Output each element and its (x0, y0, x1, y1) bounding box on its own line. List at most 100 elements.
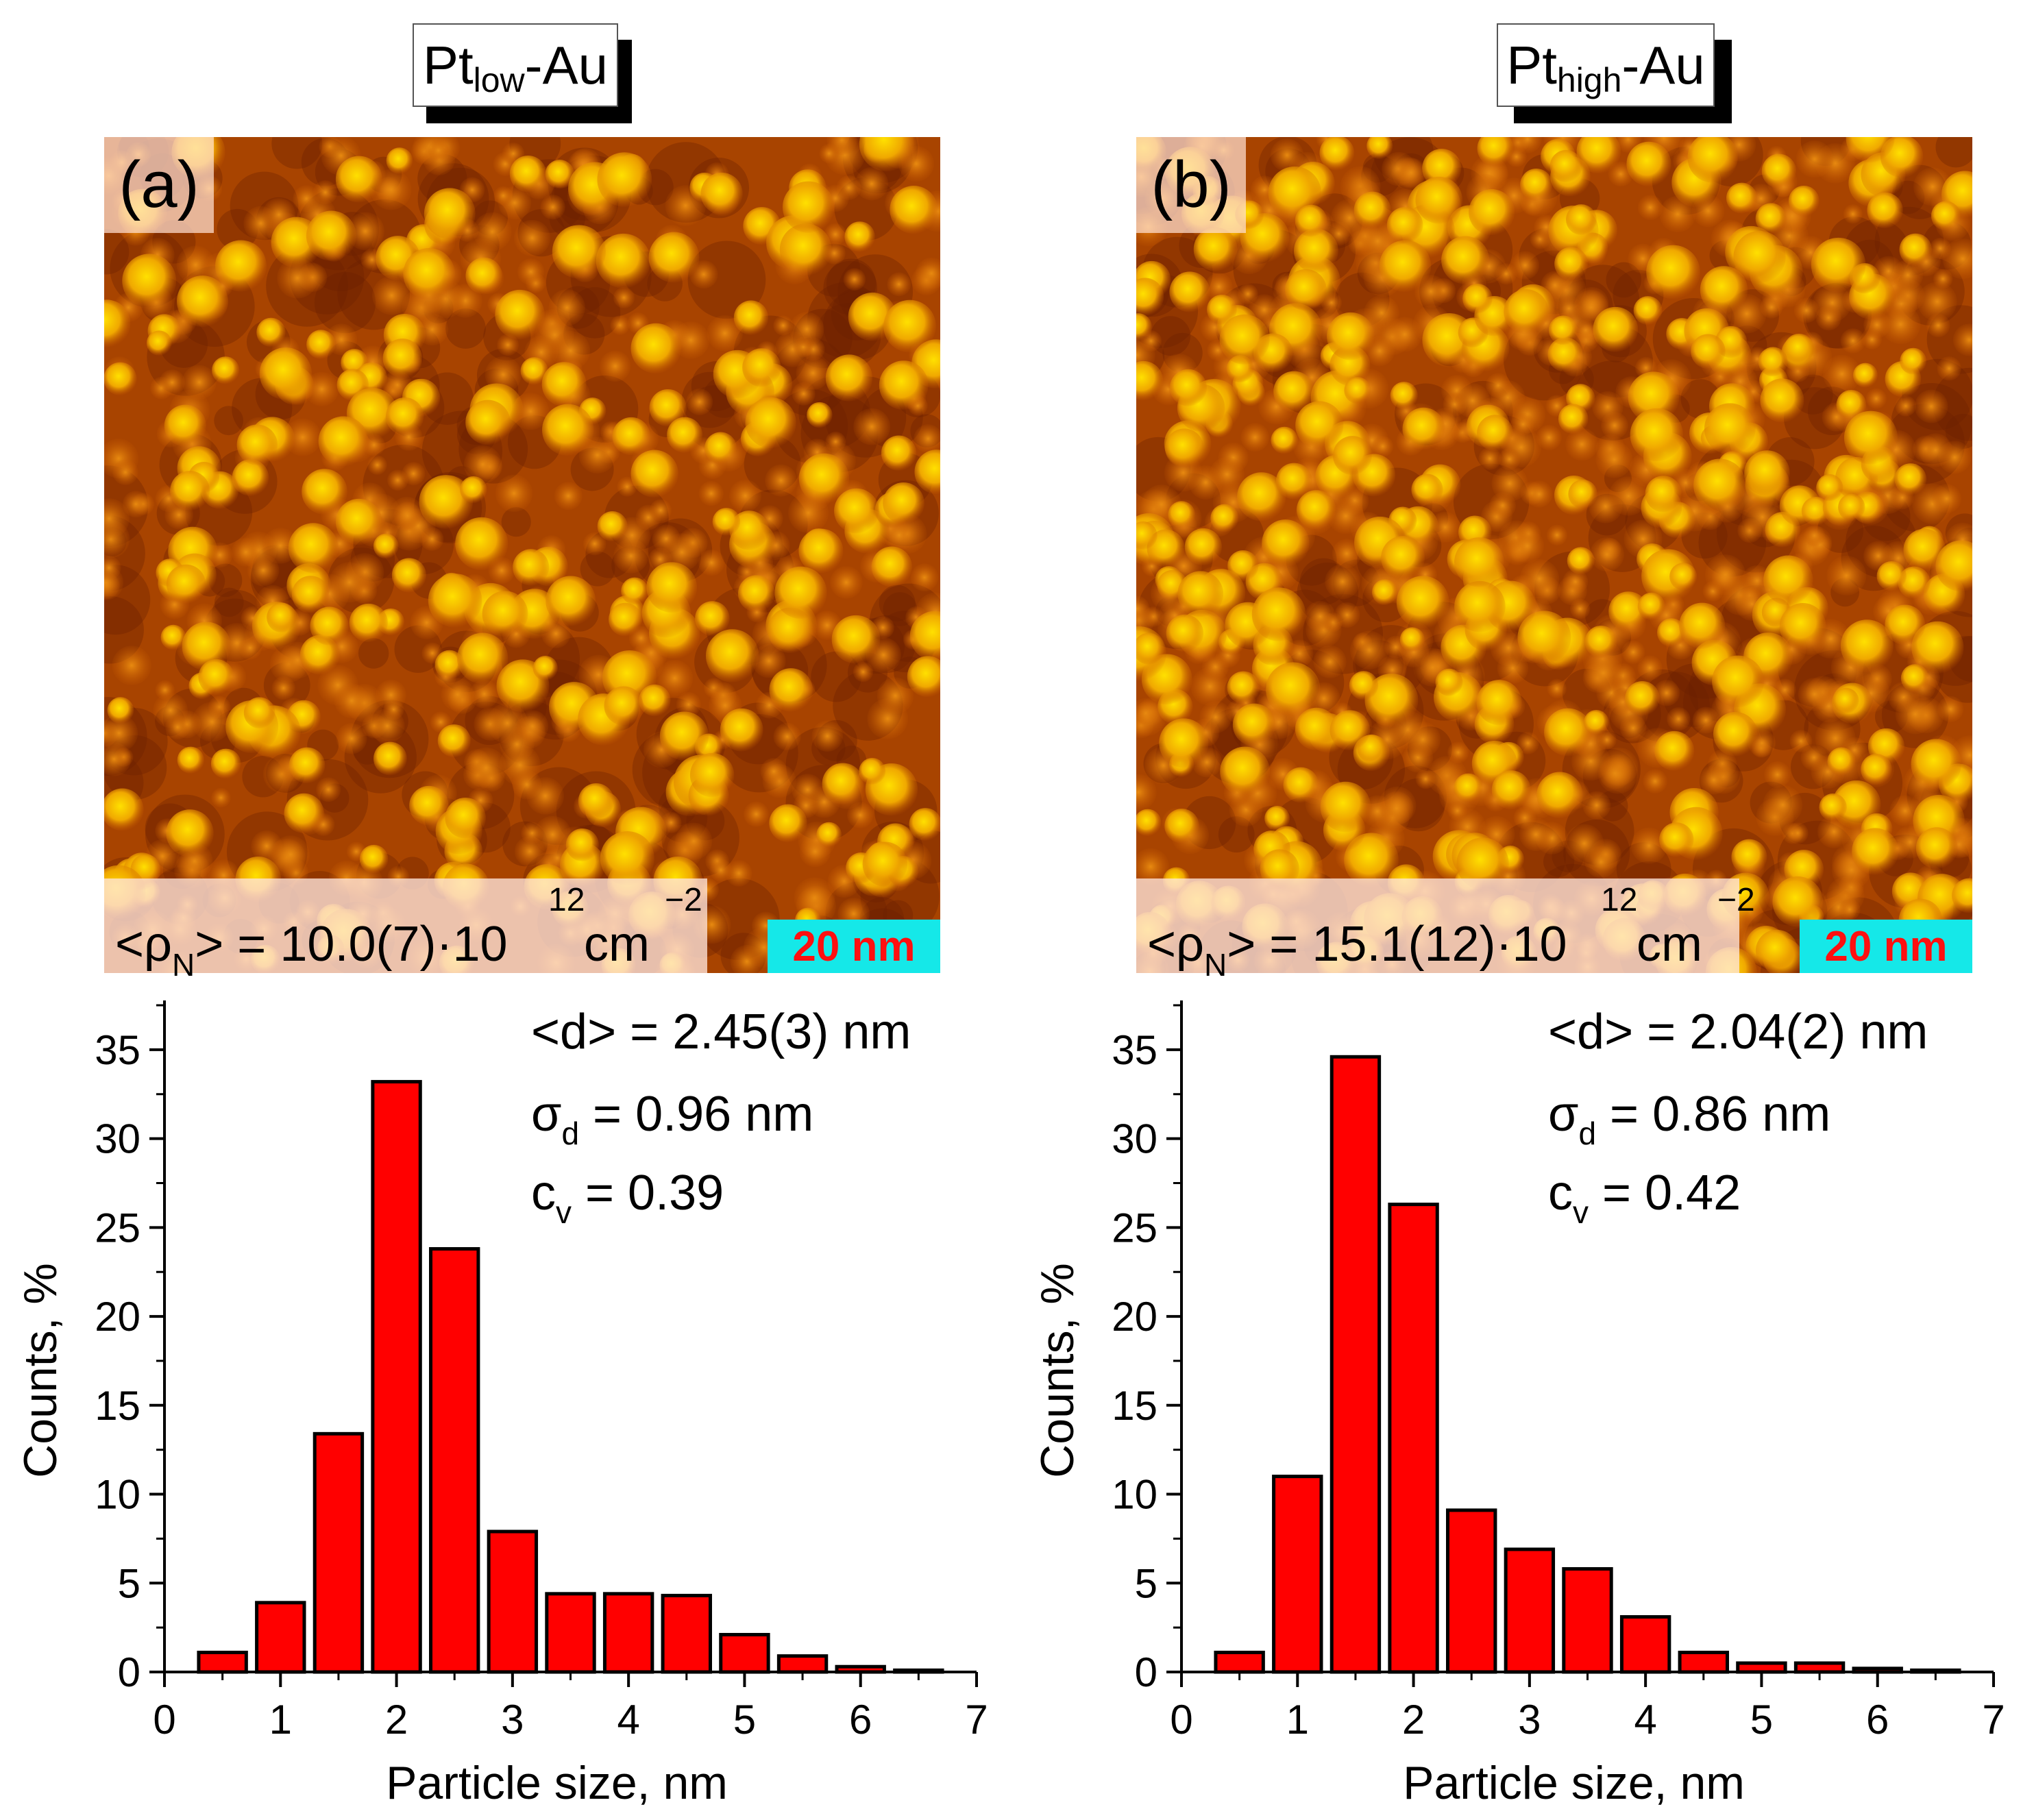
afm-small-particle (1491, 465, 1528, 502)
afm-small-particle (709, 859, 733, 882)
afm-small-particle (1372, 435, 1394, 457)
afm-small-particle (610, 315, 630, 335)
afm-small-particle (847, 802, 874, 828)
afm-small-particle (1565, 824, 1604, 863)
title-main: Pt (1506, 35, 1557, 95)
afm-particle (890, 186, 938, 234)
afm-particle (1454, 773, 1483, 803)
afm-particle (816, 822, 842, 848)
afm-particle (335, 498, 382, 545)
histogram-svg: 0 1 2 3 4 5 6 7 0 5 10 15 20 25 30 35 Particle size, nm C… (1031, 1000, 2005, 1809)
afm-small-particle (1498, 448, 1521, 471)
afm-particle (1454, 580, 1506, 632)
afm-particle (1344, 377, 1371, 404)
afm-particle (1852, 828, 1899, 875)
afm-small-particle (1556, 295, 1582, 322)
afm-topography (1136, 137, 1972, 973)
y-tick-label: 20 (1112, 1294, 1157, 1340)
afm-small-particle (789, 312, 824, 347)
sigma-symbol: σ (531, 1087, 561, 1142)
afm-small-particle (1547, 678, 1567, 699)
afm-particle (1136, 809, 1162, 836)
histogram-bar (313, 1431, 365, 1674)
afm-small-particle (277, 258, 318, 299)
afm-small-particle (725, 859, 752, 887)
afm-image (104, 137, 940, 973)
afm-particle (1867, 192, 1903, 229)
afm-particle (1319, 137, 1355, 171)
afm-small-particle (1608, 476, 1648, 516)
afm-particle (391, 558, 427, 593)
afm-particle (1441, 236, 1490, 284)
afm-small-particle (796, 356, 831, 391)
afm-particle (243, 697, 275, 729)
afm-particle (1758, 347, 1788, 377)
afm-particle (456, 632, 508, 685)
afm-small-particle (1510, 251, 1540, 280)
cv-label: cv = 0.39 (531, 1166, 724, 1230)
histogram-bar (371, 1080, 422, 1674)
afm-valley (879, 585, 916, 622)
afm-particle (1628, 371, 1680, 423)
afm-particle (1755, 203, 1787, 234)
afm-small-particle (826, 137, 857, 156)
afm-small-particle (211, 787, 231, 808)
afm-small-particle (1796, 140, 1833, 178)
histogram-bar (1678, 1650, 1729, 1674)
afm-particle (1327, 312, 1375, 360)
x-tick-label: 4 (617, 1697, 639, 1743)
afm-particle (1838, 493, 1865, 521)
x-tick-label: 5 (733, 1697, 756, 1743)
afm-small-particle (672, 321, 710, 359)
afm-particle (859, 758, 886, 785)
sigma-label: σd = 0.86 nm (1548, 1087, 1830, 1151)
cv-subscript: v (556, 1194, 572, 1230)
afm-particle (335, 156, 382, 203)
afm-particle (1159, 718, 1209, 768)
unit-exponent: −2 (665, 882, 702, 918)
afm-small-particle (824, 223, 847, 246)
afm-small-particle (1895, 694, 1935, 735)
afm-small-particle (853, 408, 891, 445)
afm-particle (639, 684, 671, 717)
afm-particle (825, 354, 873, 402)
afm-particle (1733, 230, 1786, 284)
afm-small-particle (514, 219, 551, 256)
afm-small-particle (765, 464, 798, 497)
afm-particle (712, 508, 741, 536)
x-tick-label: 3 (501, 1697, 524, 1743)
afm-particle (1136, 360, 1164, 401)
density-unit: cm (584, 917, 650, 972)
afm-small-particle (465, 747, 507, 789)
afm-particle (1136, 521, 1157, 550)
afm-small-particle (877, 677, 914, 715)
afm-particle (695, 601, 730, 636)
afm-small-particle (583, 532, 606, 556)
panel-title: Pt low -Au (413, 23, 618, 107)
x-tick-label: 1 (269, 1697, 292, 1743)
afm-particle (1283, 767, 1319, 803)
afm-particle (1415, 176, 1463, 224)
afm-particle (1876, 561, 1907, 591)
afm-particle (1626, 141, 1671, 186)
afm-particle (1852, 362, 1878, 388)
afm-particle (1330, 710, 1371, 750)
afm-particle (1477, 415, 1513, 452)
afm-particle (659, 711, 709, 761)
afm-image (1136, 137, 1972, 973)
afm-particle (1184, 528, 1222, 566)
afm-small-particle (1237, 284, 1258, 304)
afm-particle (881, 435, 917, 471)
afm-valley (214, 406, 244, 436)
afm-particle (768, 607, 813, 653)
afm-particle (403, 248, 455, 300)
afm-small-particle (159, 369, 186, 396)
afm-particle (1566, 204, 1597, 235)
afm-particle (742, 348, 781, 387)
afm-particle (170, 471, 210, 511)
afm-small-particle (1637, 655, 1663, 680)
histogram-bar (602, 1592, 654, 1674)
afm-small-particle (1937, 356, 1961, 381)
afm-small-particle (675, 822, 713, 860)
afm-particle (1712, 655, 1765, 708)
